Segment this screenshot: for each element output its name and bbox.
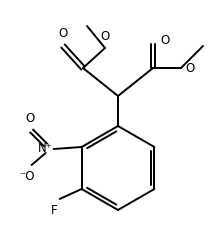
Text: F: F <box>51 204 58 217</box>
Text: O: O <box>100 30 110 43</box>
Text: O: O <box>25 112 34 125</box>
Text: ⁻O: ⁻O <box>19 170 34 183</box>
Text: O: O <box>58 27 68 40</box>
Text: N⁺: N⁺ <box>38 143 53 156</box>
Text: O: O <box>160 34 169 46</box>
Text: O: O <box>185 62 194 75</box>
